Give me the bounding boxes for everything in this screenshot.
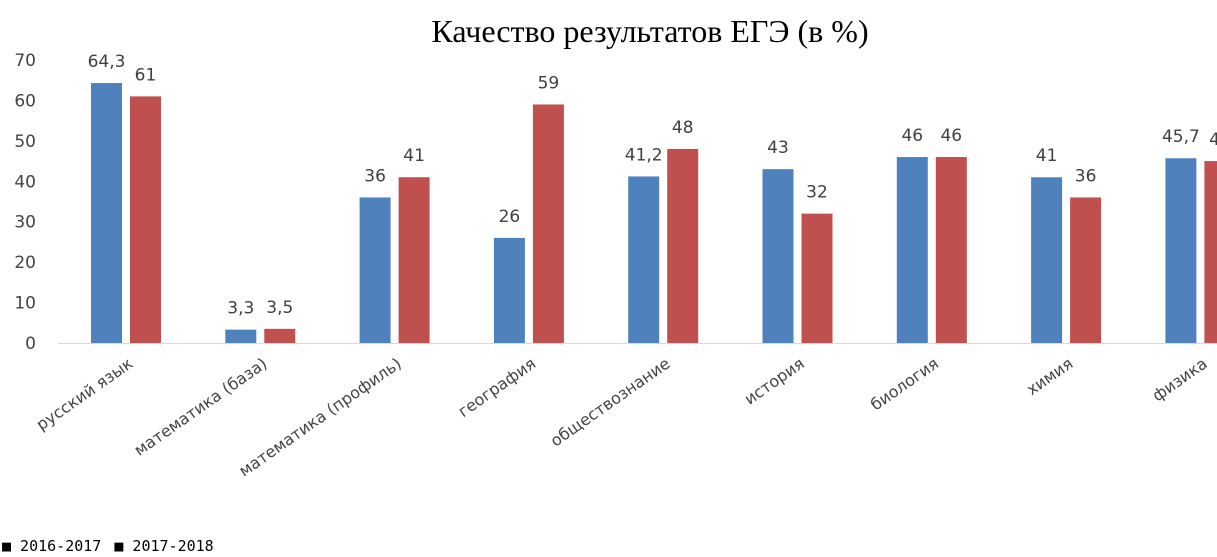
bar-2017-2018-2: [398, 177, 430, 343]
y-tick-label: 40: [14, 172, 36, 192]
x-tick-label: русский язык: [33, 354, 137, 435]
x-tick-label: математика (база): [131, 354, 271, 460]
bar-2016-2017-7: [1031, 177, 1063, 343]
bar-2017-2018-5: [801, 213, 833, 343]
plot-area: 64,3 61 3,3 3,5 36 41 26 59 41,2 48 43 32 46 46 41 36 45…: [88, 52, 1217, 344]
data-label: 36: [364, 166, 386, 186]
legend-item-2016-2017: ■ 2016-2017: [2, 537, 102, 555]
x-tick-label: химия: [1023, 354, 1076, 399]
bar-2016-2017-0: [91, 83, 122, 344]
x-tick-label: обществознание: [547, 354, 674, 451]
bar-2016-2017-6: [896, 157, 928, 343]
data-label: 45: [1209, 130, 1217, 150]
data-label: 3,3: [227, 299, 254, 319]
data-label: 45,7: [1162, 127, 1200, 147]
data-label: 43: [767, 138, 789, 158]
data-label: 36: [1075, 166, 1097, 186]
x-tick-label: биология: [867, 354, 942, 415]
chart-title: Качество результатов ЕГЭ (в %): [431, 13, 868, 49]
data-label: 64,3: [88, 52, 126, 72]
x-tick-label: история: [741, 354, 808, 409]
data-label: 26: [499, 207, 521, 227]
bar-2016-2017-8: [1165, 158, 1197, 343]
bar-2017-2018-8: [1204, 161, 1217, 343]
data-label: 48: [672, 118, 694, 138]
bar-2017-2018-4: [667, 148, 699, 343]
data-label: 32: [806, 183, 828, 203]
legend: ■ 2016-2017 ■ 2017-2018: [2, 537, 218, 555]
legend-item-2017-2018: ■ 2017-2018: [114, 537, 214, 555]
data-label: 46: [901, 126, 923, 146]
data-label: 61: [135, 65, 157, 85]
bar-2016-2017-1: [225, 329, 257, 343]
y-tick-label: 20: [14, 253, 36, 273]
y-tick-label: 10: [14, 294, 36, 314]
data-label: 41,2: [625, 145, 663, 165]
bar-2017-2018-6: [935, 157, 967, 343]
data-label: 46: [940, 126, 962, 146]
bar-2016-2017-5: [762, 169, 794, 343]
data-label: 59: [538, 73, 560, 93]
x-tick-label: география: [454, 354, 539, 421]
y-axis: 0 10 20 30 40 50 60 70: [14, 51, 36, 354]
bar-2016-2017-4: [628, 176, 660, 343]
bar-2016-2017-3: [493, 237, 525, 343]
data-label: 41: [403, 146, 425, 166]
data-label: 41: [1036, 146, 1058, 166]
bar-2016-2017-2: [359, 197, 391, 343]
bar-2017-2018-0: [130, 96, 161, 343]
bar-2017-2018-7: [1070, 197, 1102, 343]
y-tick-label: 60: [14, 91, 36, 111]
y-tick-label: 50: [14, 132, 36, 152]
data-label: 3,5: [266, 298, 293, 318]
y-tick-label: 30: [14, 213, 36, 233]
y-tick-label: 70: [14, 51, 36, 71]
bar-2017-2018-3: [532, 104, 564, 343]
bar-2017-2018-1: [264, 328, 296, 343]
y-tick-label: 0: [25, 334, 36, 354]
x-tick-label: физика: [1149, 354, 1211, 405]
